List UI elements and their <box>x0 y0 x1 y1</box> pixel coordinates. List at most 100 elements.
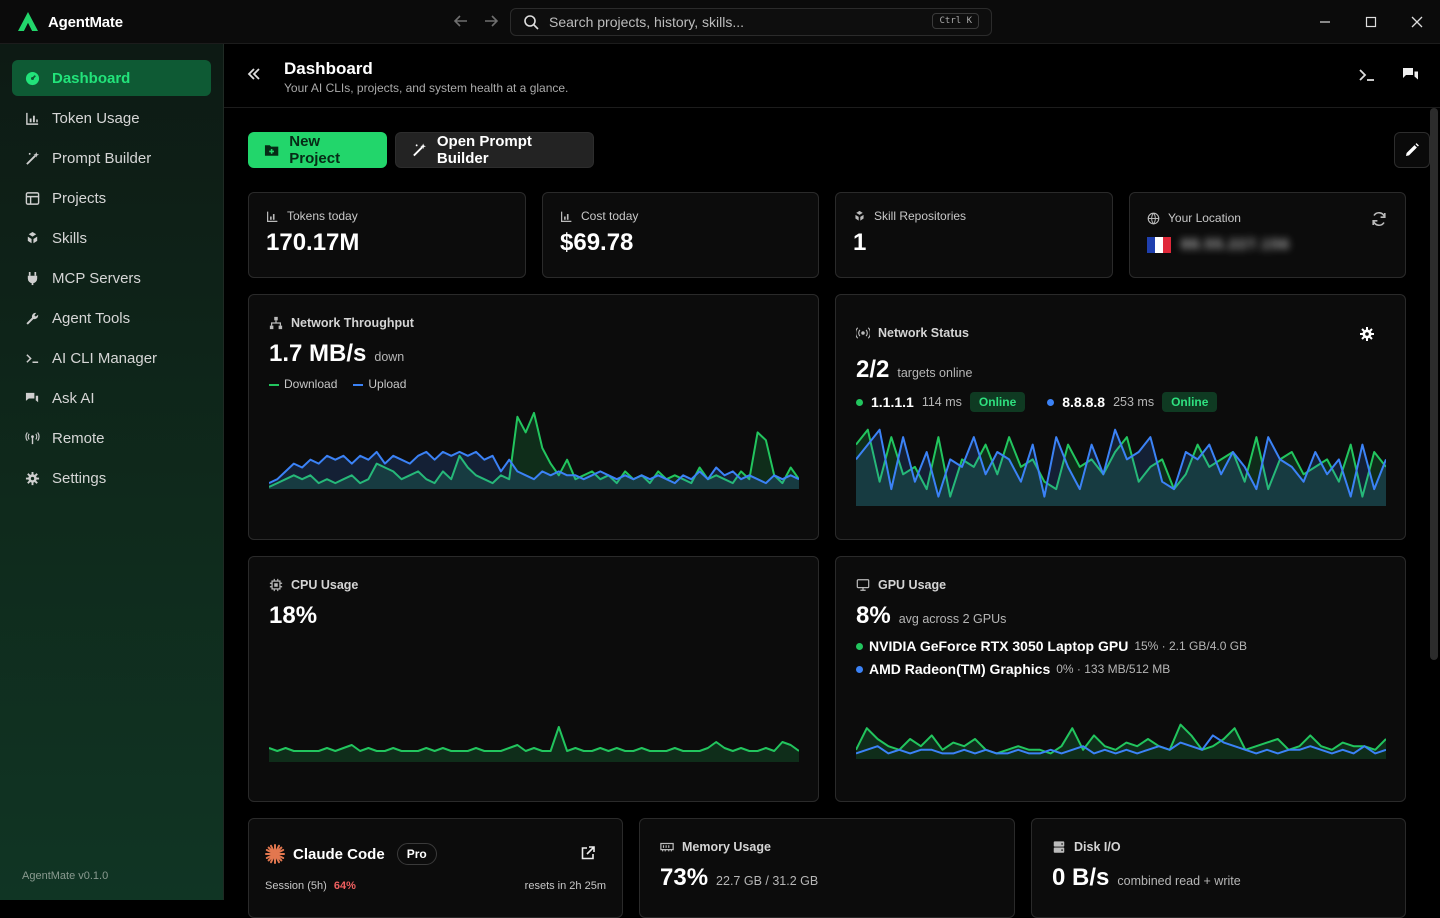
repos-value: 1 <box>853 229 867 256</box>
sidebar-item-label: Dashboard <box>52 69 131 87</box>
gear-icon[interactable] <box>1359 326 1375 342</box>
session-percent: 64% <box>333 880 356 892</box>
skill-repositories-card: Skill Repositories 1 <box>835 192 1113 278</box>
search-input[interactable] <box>549 14 919 30</box>
network-value: 1.7 MB/s <box>269 340 367 367</box>
claude-code-card: Claude Code Pro Session (5h) 64% resets … <box>248 818 623 918</box>
page-title: Dashboard <box>284 59 373 78</box>
gpu-detail: 0% · 133 MB/512 MB <box>1056 662 1171 676</box>
open-prompt-builder-button[interactable]: Open Prompt Builder <box>395 132 594 168</box>
sidebar-item-ai-cli-manager[interactable]: AI CLI Manager <box>12 340 211 376</box>
gpu-nvidia-series-line <box>856 723 1386 755</box>
terminal-icon[interactable] <box>1358 66 1376 84</box>
sidebar-item-label: Agent Tools <box>52 309 131 327</box>
gpu-color-dot <box>856 665 863 673</box>
collapse-sidebar-button[interactable] <box>246 66 262 82</box>
page-subtitle: Your AI CLIs, projects, and system healt… <box>284 81 569 95</box>
cost-label: Cost today <box>581 209 639 223</box>
edit-dashboard-button[interactable] <box>1394 132 1430 168</box>
gpu-row: NVIDIA GeForce RTX 3050 Laptop GPU 15% ·… <box>856 638 1385 654</box>
gpu-usage-card: GPU Usage 8% avg across 2 GPUs NVIDIA GeF… <box>835 556 1406 802</box>
network-status-card: Network Status 2/2 targets online 1.1.1.1… <box>835 294 1406 540</box>
back-arrow-icon[interactable] <box>452 12 470 30</box>
ping-series-b-line <box>856 428 1386 498</box>
gpu-name: AMD Radeon(TM) Graphics <box>869 661 1051 677</box>
sidebar-item-label: Ask AI <box>52 389 95 407</box>
plan-badge: Pro <box>396 843 437 865</box>
disk-title: Disk I/O <box>1074 840 1121 854</box>
net-status-title: Network Status <box>878 326 969 340</box>
refresh-icon[interactable] <box>1371 211 1387 227</box>
download-series-line <box>269 411 799 488</box>
app-version: AgentMate v0.1.0 <box>22 870 109 882</box>
external-link-icon[interactable] <box>580 845 596 861</box>
memory-value: 73% <box>660 864 709 891</box>
sidebar-item-dashboard[interactable]: Dashboard <box>12 60 211 96</box>
sidebar-item-prompt-builder[interactable]: Prompt Builder <box>12 140 211 176</box>
sidebar-item-projects[interactable]: Projects <box>12 180 211 216</box>
gpu-title: GPU Usage <box>878 578 947 592</box>
sidebar-item-settings[interactable]: Settings <box>12 460 211 496</box>
gpu-usage-chart <box>856 723 1386 759</box>
dashboard-icon <box>24 70 40 86</box>
cost-today-card: Cost today $69.78 <box>542 192 819 278</box>
net-status-unit: targets online <box>897 366 973 380</box>
gpu-color-dot <box>856 642 863 650</box>
disk-icon <box>1053 841 1065 853</box>
global-search[interactable]: Ctrl K <box>510 8 992 36</box>
target-latency: 114 ms <box>921 395 962 409</box>
ping-series-b-area <box>856 429 1386 506</box>
gear-icon <box>24 470 40 486</box>
memory-title: Memory Usage <box>682 840 771 854</box>
cpu-icon <box>269 578 283 592</box>
wand-icon <box>24 150 40 166</box>
sidebar-item-label: AI CLI Manager <box>52 349 158 367</box>
cpu-value: 18% <box>269 602 318 629</box>
terminal-icon <box>24 350 40 366</box>
location-card: Your Location 88.55.227.156 <box>1129 192 1406 278</box>
chat-icon[interactable] <box>1402 66 1420 84</box>
claude-title: Claude Code <box>293 845 385 863</box>
cpu-series-line <box>269 726 799 752</box>
maximize-button[interactable] <box>1348 0 1394 44</box>
cpu-usage-card: CPU Usage 18% <box>248 556 819 802</box>
session-label: Session (5h) <box>265 880 327 892</box>
new-project-button[interactable]: New Project <box>248 132 387 168</box>
chart-icon <box>267 211 278 222</box>
plug-icon <box>24 270 40 286</box>
ip-address-value: 88.55.227.156 <box>1181 236 1290 253</box>
close-button[interactable] <box>1394 0 1440 44</box>
sidebar-item-skills[interactable]: Skills <box>12 220 211 256</box>
sidebar-item-mcp-servers[interactable]: MCP Servers <box>12 260 211 296</box>
open-prompt-builder-label: Open Prompt Builder <box>436 133 532 167</box>
memory-usage-card: Memory Usage 73% 22.7 GB / 31.2 GB <box>639 818 1015 918</box>
network-status-chart <box>856 428 1386 506</box>
gpu-amd-series-line <box>856 734 1386 755</box>
legend-upload-label: Upload <box>368 377 407 391</box>
sidebar-item-label: Projects <box>52 189 107 207</box>
target-host: 8.8.8.8 <box>1062 394 1106 410</box>
app-name: AgentMate <box>48 13 123 31</box>
disk-unit: combined read + write <box>1117 874 1241 888</box>
cost-value: $69.78 <box>560 229 634 256</box>
sidebar-item-token-usage[interactable]: Token Usage <box>12 100 211 136</box>
legend-upload: Upload <box>353 377 406 391</box>
target-status-badge: Online <box>969 392 1026 412</box>
sidebar-item-label: Remote <box>52 429 105 447</box>
memory-unit: 22.7 GB / 31.2 GB <box>716 874 819 888</box>
cpu-series-area <box>269 727 799 762</box>
memory-icon <box>660 842 674 852</box>
target-status-badge: Online <box>1162 392 1218 412</box>
antenna-icon <box>24 430 40 446</box>
minimize-button[interactable] <box>1302 0 1348 44</box>
chart-icon <box>561 211 572 222</box>
sidebar-item-ask-ai[interactable]: Ask AI <box>12 380 211 416</box>
session-reset-time: resets in 2h 25m <box>524 880 606 892</box>
forward-arrow-icon[interactable] <box>482 12 500 30</box>
sidebar-item-remote[interactable]: Remote <box>12 420 211 456</box>
target-latency: 253 ms <box>1113 395 1155 409</box>
sidebar-item-label: Skills <box>52 229 88 247</box>
content-scrollbar[interactable] <box>1430 108 1438 660</box>
sidebar-item-agent-tools[interactable]: Agent Tools <box>12 300 211 336</box>
skills-icon <box>24 230 40 246</box>
